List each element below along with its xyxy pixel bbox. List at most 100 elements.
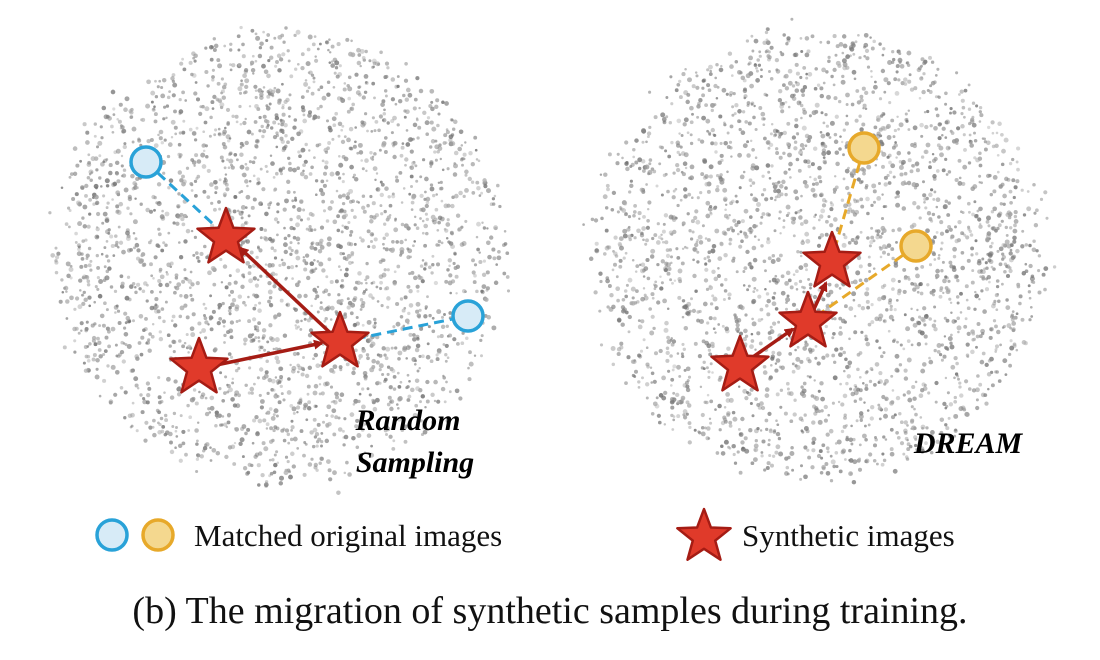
scatter-point	[86, 345, 90, 348]
scatter-point	[305, 89, 310, 93]
scatter-point	[257, 321, 262, 326]
scatter-point	[838, 147, 842, 151]
scatter-point	[994, 324, 998, 329]
scatter-point	[986, 215, 991, 221]
scatter-point	[158, 336, 164, 342]
scatter-point	[990, 265, 994, 269]
scatter-point	[859, 127, 864, 132]
scatter-point	[159, 290, 162, 294]
scatter-point	[869, 240, 874, 245]
scatter-point	[634, 138, 639, 143]
scatter-point	[608, 306, 614, 312]
scatter-point	[944, 346, 949, 351]
scatter-point	[629, 183, 634, 188]
scatter-point	[686, 301, 692, 307]
scatter-point	[226, 420, 231, 425]
star-shape	[310, 310, 370, 368]
scatter-point	[431, 316, 435, 320]
scatter-point	[901, 206, 907, 211]
scatter-point	[860, 204, 865, 209]
scatter-point	[691, 230, 695, 234]
scatter-point	[903, 77, 908, 82]
scatter-point	[782, 33, 786, 37]
scatter-point	[904, 436, 909, 441]
scatter-point	[68, 209, 72, 212]
scatter-point	[327, 205, 333, 211]
scatter-point	[384, 61, 390, 66]
scatter-point	[296, 214, 301, 220]
scatter-point	[304, 261, 309, 266]
scatter-point	[382, 236, 386, 241]
migration-arrow-2	[238, 246, 342, 344]
scatter-point	[1016, 282, 1021, 287]
scatter-point	[268, 236, 273, 242]
scatter-point	[321, 159, 325, 163]
scatter-point	[240, 223, 245, 228]
scatter-point	[811, 436, 817, 442]
scatter-point	[437, 220, 441, 225]
scatter-point	[437, 181, 441, 185]
scatter-point	[686, 212, 690, 216]
scatter-point	[54, 270, 59, 275]
scatter-point	[377, 62, 381, 66]
scatter-point	[353, 398, 359, 404]
scatter-point	[166, 376, 171, 382]
scatter-point	[655, 184, 659, 188]
scatter-point	[935, 197, 941, 203]
scatter-point	[208, 134, 212, 138]
scatter-point	[898, 52, 902, 56]
scatter-point	[711, 371, 714, 374]
scatter-point	[250, 391, 254, 395]
scatter-point	[218, 99, 222, 104]
scatter-point	[923, 314, 929, 319]
scatter-point	[300, 65, 305, 71]
scatter-point	[453, 252, 457, 256]
scatter-point	[899, 63, 905, 69]
scatter-point	[699, 319, 704, 324]
scatter-point	[875, 339, 879, 343]
scatter-point	[54, 260, 59, 265]
scatter-point	[706, 189, 711, 194]
scatter-point	[123, 311, 128, 316]
scatter-point	[995, 308, 999, 312]
scatter-point	[404, 97, 409, 102]
scatter-point	[392, 281, 397, 286]
scatter-point	[178, 97, 182, 102]
scatter-point	[880, 114, 884, 118]
scatter-point	[278, 481, 284, 486]
scatter-point	[661, 375, 666, 381]
scatter-point	[268, 102, 272, 106]
scatter-point	[813, 146, 818, 151]
scatter-point	[723, 252, 728, 258]
scatter-point	[970, 349, 975, 355]
scatter-point	[378, 381, 382, 385]
scatter-point	[95, 367, 99, 371]
scatter-point	[445, 380, 448, 384]
scatter-point	[464, 173, 468, 177]
scatter-point	[357, 399, 361, 404]
scatter-point	[281, 148, 286, 153]
scatter-point	[939, 417, 945, 422]
scatter-point	[78, 278, 83, 283]
scatter-point	[332, 85, 336, 89]
scatter-point	[696, 104, 701, 109]
scatter-point	[389, 248, 395, 254]
scatter-point	[415, 301, 421, 307]
scatter-point	[906, 390, 911, 395]
scatter-point	[906, 180, 912, 186]
scatter-point	[326, 80, 331, 85]
scatter-point	[836, 226, 839, 230]
scatter-point	[244, 90, 248, 94]
scatter-point	[86, 175, 91, 180]
scatter-point	[396, 264, 401, 269]
scatter-point	[866, 211, 870, 216]
scatter-point	[74, 231, 78, 236]
scatter-point	[94, 200, 100, 206]
scatter-point	[343, 82, 347, 85]
scatter-point	[244, 84, 249, 90]
scatter-point	[979, 359, 985, 365]
scatter-point	[303, 174, 309, 180]
scatter-point	[330, 63, 336, 68]
scatter-point	[448, 134, 454, 140]
scatter-point	[723, 140, 728, 146]
